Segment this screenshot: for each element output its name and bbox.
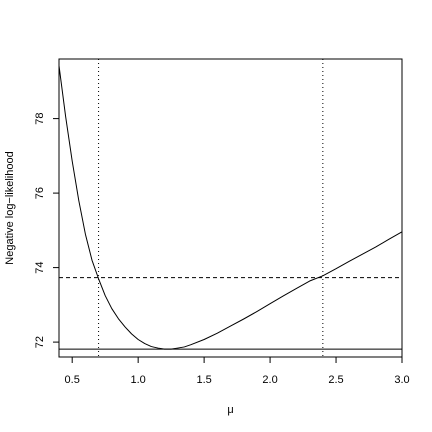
x-tick-label: 1.0 [131,374,146,386]
x-axis-label: μ [227,404,233,416]
y-tick-label: 72 [34,336,46,348]
x-tick-label: 2.5 [328,374,343,386]
x-tick-label: 1.5 [196,374,211,386]
reference-lines [59,59,402,357]
likelihood-curve [58,65,403,350]
y-axis: 72 74 76 78 [34,112,59,348]
x-axis: 0.5 1.0 1.5 2.0 2.5 3.0 [65,357,410,386]
plot-frame [58,58,403,358]
curve-layer [58,65,403,350]
y-tick-label: 74 [34,261,46,273]
y-tick-label: 76 [34,187,46,199]
x-tick-label: 0.5 [65,374,80,386]
y-axis-label: Negative log−likelihood [4,151,16,264]
x-tick-label: 3.0 [394,374,409,386]
x-tick-label: 2.0 [262,374,277,386]
y-tick-label: 78 [34,112,46,124]
